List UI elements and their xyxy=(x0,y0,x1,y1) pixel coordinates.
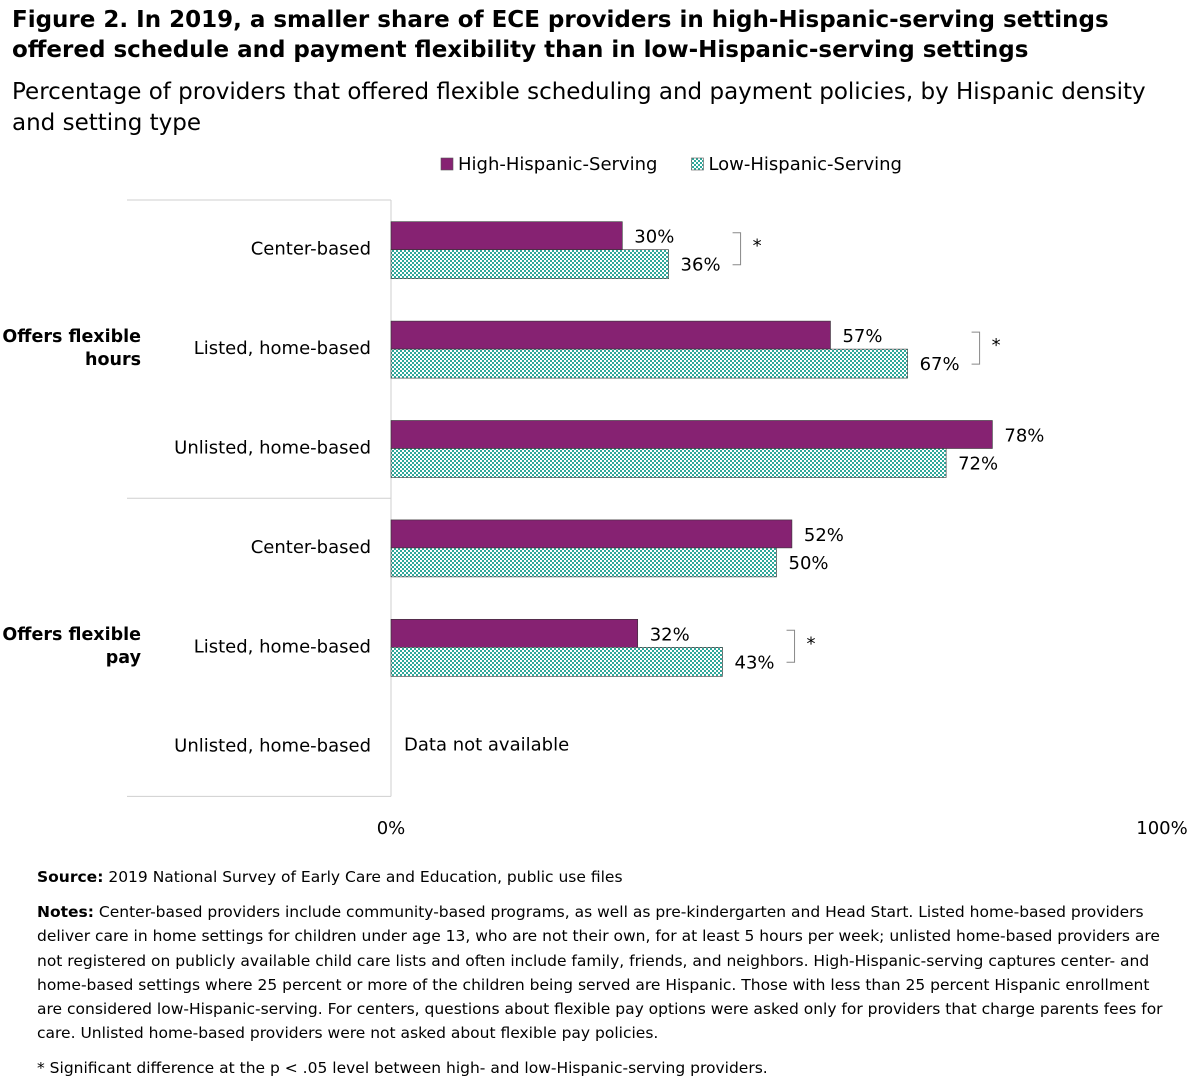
data-label: 36% xyxy=(681,255,721,276)
category-label: Center-based xyxy=(251,537,371,558)
significance-mark: * xyxy=(807,633,816,654)
data-label: 67% xyxy=(920,354,960,375)
notes: Notes: Center-based providers include co… xyxy=(37,900,1172,1046)
data-label: 30% xyxy=(634,227,674,248)
bar xyxy=(390,646,723,677)
group-label: Offers flexible pay xyxy=(2,625,141,669)
group-label: Offers flexible hours xyxy=(2,327,141,371)
data-label: 78% xyxy=(1004,426,1044,447)
source-text: 2019 National Survey of Early Care and E… xyxy=(108,868,623,886)
category-label: Listed, home-based xyxy=(194,338,371,359)
data-label: 52% xyxy=(804,525,844,546)
bar xyxy=(390,618,639,648)
data-label: 57% xyxy=(842,326,882,347)
no-data-label: Data not available xyxy=(404,735,569,756)
data-label: 72% xyxy=(958,454,998,475)
significance-mark: * xyxy=(753,236,762,257)
category-label: Unlisted, home-based xyxy=(174,438,371,459)
bar xyxy=(390,320,831,350)
source-label: Source: xyxy=(37,868,104,886)
bar xyxy=(390,221,623,250)
bar xyxy=(390,547,777,578)
bar xyxy=(390,420,993,449)
significance-bracket xyxy=(786,629,796,663)
significance-bracket xyxy=(732,232,742,266)
bar xyxy=(390,348,908,379)
significance-mark: * xyxy=(992,335,1001,356)
notes-label: Notes: xyxy=(37,903,94,921)
x-tick-label: 100% xyxy=(1136,818,1187,839)
category-label: Unlisted, home-based xyxy=(174,736,371,757)
footnote: * Significant difference at the p < .05 … xyxy=(37,1059,768,1077)
legend-label: Low-Hispanic-Serving xyxy=(708,154,902,175)
legend-swatch xyxy=(691,157,704,171)
bar xyxy=(390,519,793,549)
source: Source: 2019 National Survey of Early Ca… xyxy=(37,865,1167,889)
x-tick-label: 0% xyxy=(377,818,406,839)
category-label: Center-based xyxy=(251,239,371,260)
bar xyxy=(390,249,669,279)
legend-swatch xyxy=(440,157,454,171)
legend-label: High-Hispanic-Serving xyxy=(458,154,657,175)
data-label: 32% xyxy=(650,624,690,645)
chart: High-Hispanic-Serving Low-Hispanic-Servin… xyxy=(127,154,1188,839)
chart-subtitle: Percentage of providers that offered fle… xyxy=(12,79,1146,136)
chart-title: Figure 2. In 2019, a smaller share of EC… xyxy=(12,7,1109,63)
significance-bracket xyxy=(971,331,981,365)
notes-text: Center-based providers include community… xyxy=(37,903,1163,1043)
bar xyxy=(390,448,947,478)
data-label: 43% xyxy=(735,652,775,673)
category-label: Listed, home-based xyxy=(194,636,371,657)
data-label: 50% xyxy=(789,553,829,574)
